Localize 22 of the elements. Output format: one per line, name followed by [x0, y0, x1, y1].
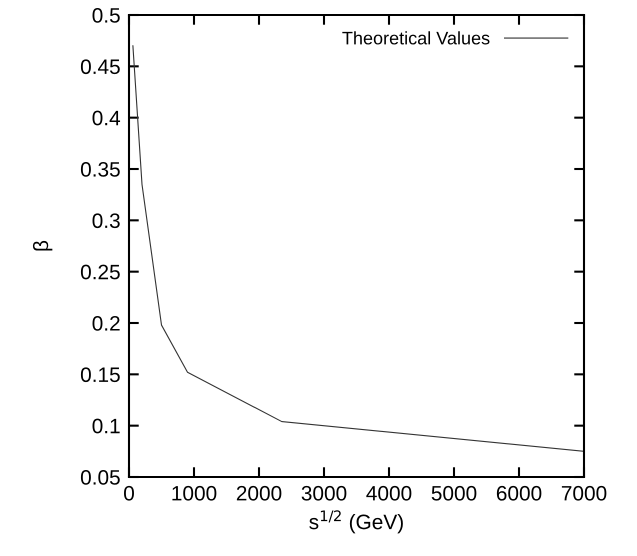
y-axis-title: β: [32, 240, 52, 251]
y-tick-label: 0.25: [80, 264, 120, 280]
x-tick-label: 0: [124, 486, 134, 501]
y-tick-label: 0.4: [92, 110, 120, 126]
y-tick-label: 0.3: [92, 213, 120, 228]
x-tick-label: 1000: [172, 486, 216, 501]
line-series: [132, 45, 584, 452]
x-tick-label: 2000: [236, 486, 282, 501]
x-tick-label: 5000: [432, 486, 476, 501]
x-tick-label: 4000: [366, 486, 412, 501]
y-tick-label: 0.1: [92, 418, 120, 434]
y-tick-label: 0.15: [80, 367, 120, 382]
y-tick-label: 0.35: [80, 162, 120, 177]
x-tick-label: 7000: [562, 486, 606, 501]
x-axis-title: s$^{1/2}$ (GeV): [309, 510, 403, 534]
x-tick-label: 3000: [302, 486, 346, 501]
y-tick-label: 0.2: [92, 316, 120, 331]
y-tick-label: 0.45: [80, 59, 120, 74]
y-tick-label: 0.5: [92, 8, 120, 23]
x-tick-label: 6000: [496, 486, 542, 501]
y-tick-label: 0.05: [80, 470, 120, 485]
legend-label: Theoretical Values: [342, 31, 490, 45]
